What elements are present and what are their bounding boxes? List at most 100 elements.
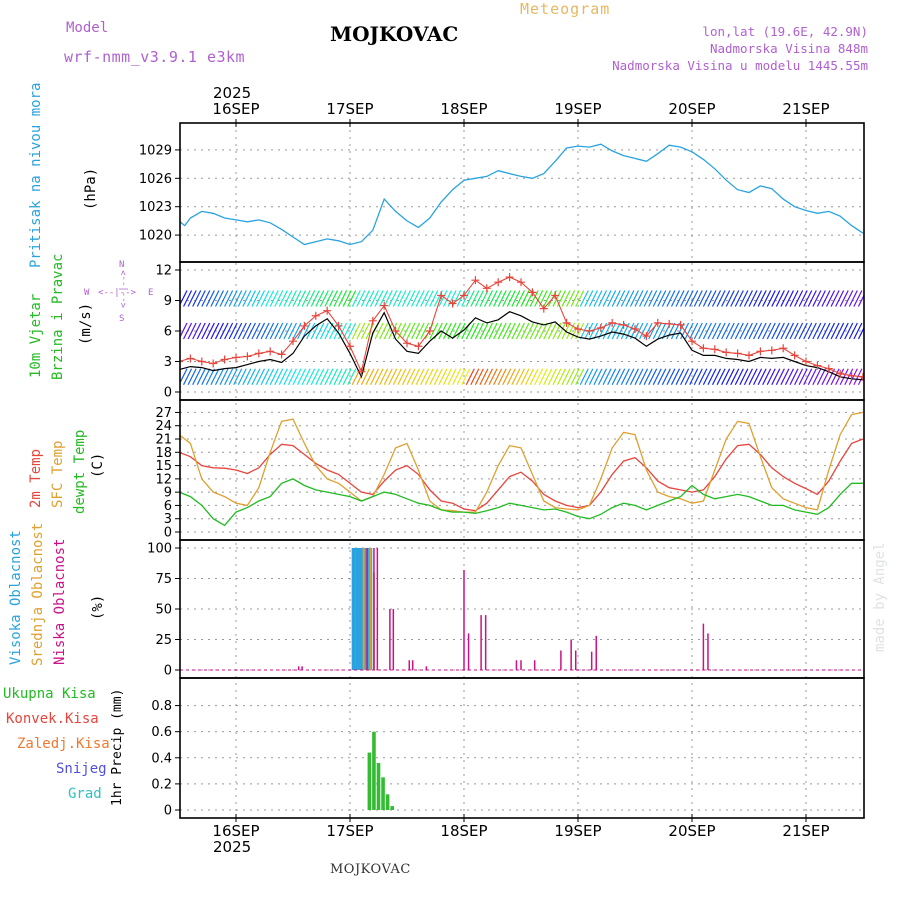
wind-direction-mark xyxy=(848,290,858,307)
compass-n: N xyxy=(119,260,125,270)
wind-direction-mark xyxy=(233,290,243,307)
wind-direction-mark xyxy=(839,290,849,307)
wind-direction-mark xyxy=(602,368,612,386)
y-tick-label: 0.6 xyxy=(151,725,172,740)
wind-direction-mark xyxy=(187,368,197,386)
wind-gust-marker xyxy=(733,349,742,358)
precip-bar xyxy=(381,777,385,810)
wind-direction-mark xyxy=(292,368,302,386)
wind-direction-mark xyxy=(753,322,763,340)
wind-direction-mark xyxy=(342,290,352,307)
precip-label-conv: Konvek.Kisa xyxy=(6,711,99,727)
wind-gust-marker xyxy=(494,278,503,287)
wind-direction-mark xyxy=(520,290,530,307)
wind-direction-mark xyxy=(634,290,644,307)
wind-direction-mark xyxy=(274,290,284,307)
tick-layer: 16SEP 16SEP 17SEP 17SEP 18SEP 18SEP 19SEP 19SEP… xyxy=(139,100,830,840)
wind-direction-mark xyxy=(830,368,840,386)
wind-direction-mark xyxy=(306,368,316,386)
wind-direction-mark xyxy=(639,290,649,307)
wind-direction-mark xyxy=(766,290,776,307)
wind-direction-mark xyxy=(775,368,785,386)
precip-bar xyxy=(367,752,372,810)
wind-direction-mark xyxy=(374,368,384,386)
cloud-low-bar xyxy=(366,548,368,670)
wind-direction-mark xyxy=(301,368,311,386)
y-tick-label: 6 xyxy=(164,499,172,514)
wind-gust-marker xyxy=(180,360,183,363)
wind-gust-marker xyxy=(334,321,343,330)
wind-direction-mark xyxy=(406,368,416,386)
wind-direction-mark xyxy=(525,368,535,386)
wind-direction-mark xyxy=(689,290,699,307)
wind-direction-mark xyxy=(228,368,238,386)
wind-direction-mark xyxy=(369,368,380,386)
date-label-bottom: 17SEP xyxy=(326,822,373,840)
wind-direction-mark xyxy=(721,290,731,307)
y-tick-label: 50 xyxy=(155,603,172,618)
wind-gust-marker xyxy=(824,364,833,373)
wind-direction-mark xyxy=(474,290,484,307)
wind-direction-mark xyxy=(183,290,193,307)
y-tick-label: 12 xyxy=(155,264,172,279)
wind-direction-mark xyxy=(652,290,662,307)
wind-gust-marker xyxy=(688,337,696,346)
wind-direction-mark xyxy=(287,290,297,307)
wind-direction-mark xyxy=(251,290,261,307)
wind-direction-mark xyxy=(821,290,831,307)
date-label-bottom: 21SEP xyxy=(782,822,829,840)
wind-direction-mark xyxy=(292,290,302,307)
wind-direction-mark xyxy=(803,368,813,386)
wind-direction-mark xyxy=(711,368,722,386)
date-label-top: 17SEP xyxy=(326,100,373,118)
wind-gust-marker xyxy=(802,357,810,366)
wind-direction-mark xyxy=(201,322,211,340)
wind-direction-mark xyxy=(848,322,858,340)
cloud-low-bar xyxy=(425,666,428,670)
wind-direction-mark xyxy=(620,368,630,386)
cloud-mid-bar xyxy=(362,548,365,670)
wind-direction-mark xyxy=(529,368,539,386)
wind-direction-mark xyxy=(602,322,612,340)
wind-direction-mark xyxy=(666,290,676,307)
wind-direction-mark xyxy=(771,322,781,340)
y-tick-label: 9 xyxy=(164,294,172,309)
wind-direction-mark xyxy=(771,290,781,307)
wind-gust-marker xyxy=(699,344,708,353)
wind-direction-mark xyxy=(743,368,753,386)
wind-direction-mark xyxy=(753,290,763,307)
wind-direction-mark xyxy=(420,290,430,307)
wind-direction-mark xyxy=(506,290,516,307)
wind-direction-mark xyxy=(657,290,667,307)
wind-direction-mark xyxy=(283,368,293,386)
wind-direction-mark xyxy=(379,322,389,340)
wind-direction-mark xyxy=(748,322,758,340)
wind-direction-mark xyxy=(670,322,681,340)
wind-direction-mark xyxy=(447,368,457,386)
wind-direction-mark xyxy=(470,290,480,307)
wind-direction-mark xyxy=(415,322,425,340)
wind-direction-mark xyxy=(324,368,334,386)
y-tick-label: 15 xyxy=(155,459,172,474)
wind-direction-mark xyxy=(315,322,325,340)
wind-direction-mark xyxy=(488,290,498,307)
wind-direction-mark xyxy=(251,368,261,386)
wind-direction-mark xyxy=(388,290,398,307)
wind-direction-mark xyxy=(224,322,234,340)
wind-direction-mark xyxy=(639,322,649,340)
wind-direction-mark xyxy=(757,322,767,340)
wind-direction-mark xyxy=(260,368,270,386)
wind-direction-mark xyxy=(680,368,690,386)
wind-direction-mark xyxy=(310,368,320,386)
wind-direction-mark xyxy=(210,322,220,340)
wind-direction-mark xyxy=(821,322,831,340)
date-label-bottom: 18SEP xyxy=(440,822,487,840)
wind-direction-mark xyxy=(406,290,416,307)
wind-direction-mark xyxy=(415,368,425,386)
cloud-low-bar xyxy=(520,660,522,670)
wind-gust-marker xyxy=(425,327,434,335)
wind-direction-mark xyxy=(816,322,826,340)
wind-direction-mark xyxy=(429,368,439,386)
wind-direction-mark xyxy=(584,368,594,386)
wind-direction-mark xyxy=(442,290,453,307)
